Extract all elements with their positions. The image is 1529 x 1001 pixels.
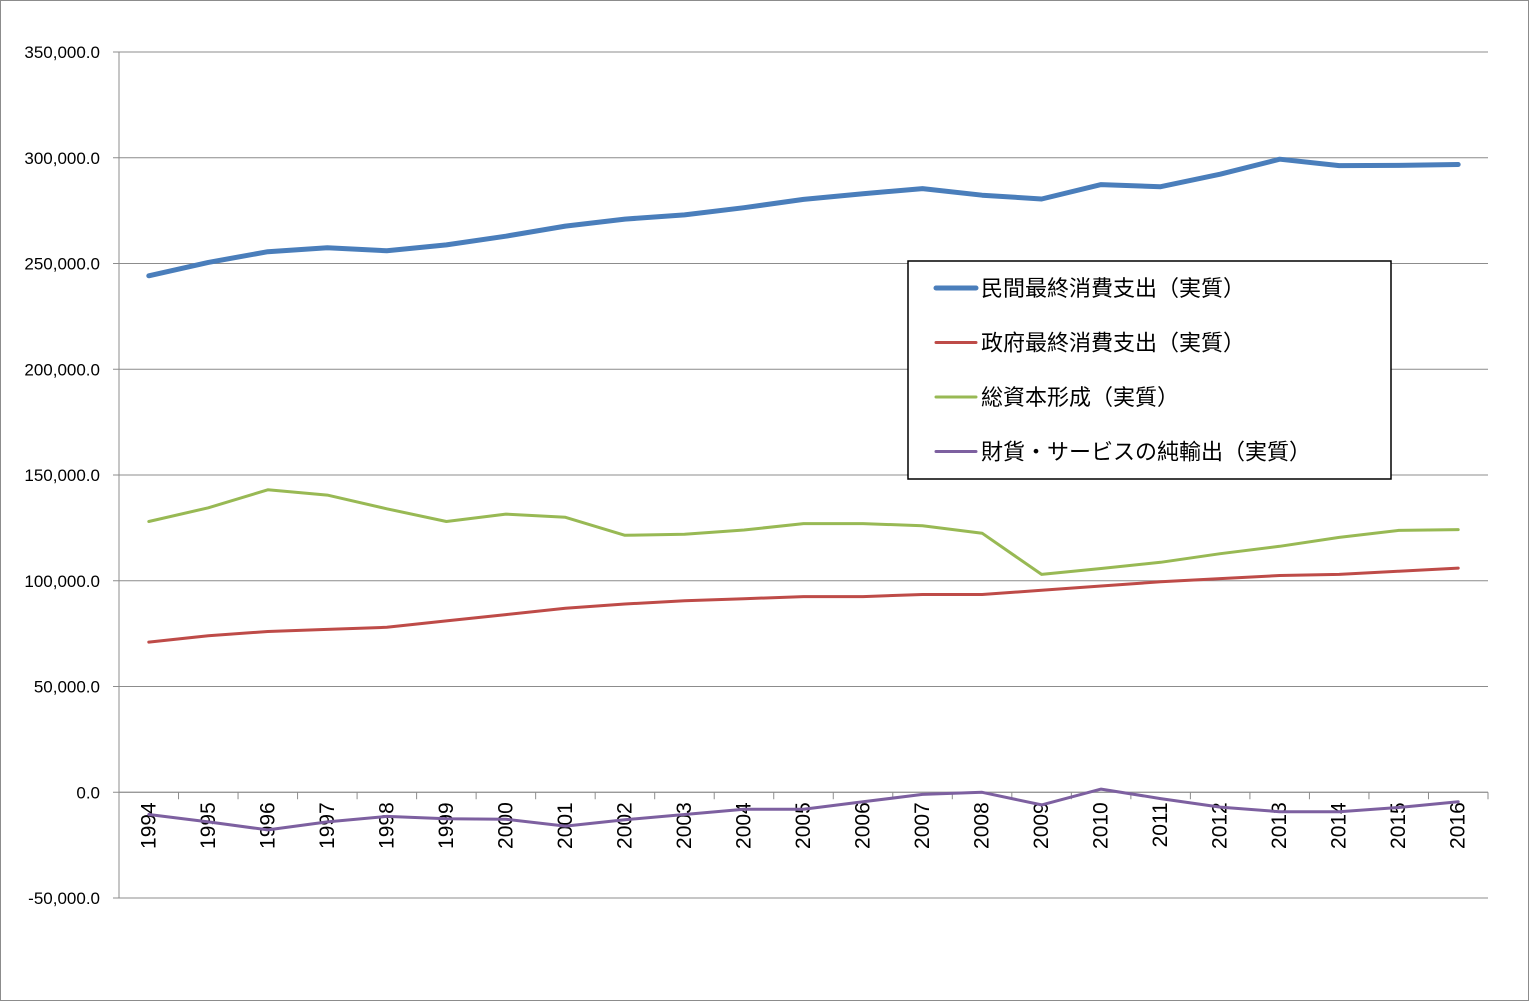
y-tick-label: 200,000.0 <box>24 360 100 379</box>
series-line <box>147 488 1460 576</box>
legend-label: 総資本形成（実質） <box>981 386 1179 411</box>
legend-label: 政府最終消費支出（実質） <box>981 332 1245 357</box>
x-tick-label: 2010 <box>1090 802 1113 849</box>
x-tick-label: 1997 <box>316 802 339 849</box>
y-tick-label: 250,000.0 <box>24 255 100 274</box>
x-tick-label: 1996 <box>256 802 279 849</box>
x-tick-label: 2015 <box>1387 802 1410 849</box>
x-tick-label: 1999 <box>435 802 458 849</box>
y-tick-label: 350,000.0 <box>24 43 100 62</box>
x-tick-label: 2007 <box>911 802 934 849</box>
y-tick-label: 150,000.0 <box>24 466 100 485</box>
x-tick-label: 2005 <box>792 802 815 849</box>
series-lines <box>146 156 1461 832</box>
series-line <box>147 787 1460 832</box>
series-line <box>147 566 1460 644</box>
series-line <box>146 156 1461 279</box>
x-tick-label: 2012 <box>1209 802 1232 849</box>
legend: 民間最終消費支出（実質） 政府最終消費支出（実質） 総資本形成（実質） 財貨・サービス… <box>907 260 1392 480</box>
y-tick-label: 50,000.0 <box>34 678 100 697</box>
x-tick-label: 2003 <box>673 802 696 849</box>
x-tick-label: 2008 <box>971 802 994 849</box>
legend-label: 財貨・サービスの純輸出（実質） <box>981 441 1311 466</box>
x-tick-label: 2006 <box>852 802 875 849</box>
x-tick-label: 2011 <box>1149 802 1172 847</box>
x-tick-label: 1994 <box>137 802 160 849</box>
x-tick-label: 2004 <box>732 802 755 849</box>
y-tick-label: -50,000.0 <box>28 889 100 908</box>
y-tick-label: 300,000.0 <box>24 149 100 168</box>
x-tick-label: 2000 <box>494 802 517 849</box>
x-tick-label: 2002 <box>613 802 636 849</box>
x-tick-label: 1998 <box>375 802 398 849</box>
x-tick-label: 2013 <box>1268 802 1291 849</box>
y-tick-label: 100,000.0 <box>24 572 100 591</box>
legend-label: 民間最終消費支出（実質） <box>981 277 1245 302</box>
y-tick-label: 0.0 <box>76 783 100 802</box>
x-tick-label: 2014 <box>1328 802 1351 849</box>
x-tick-label: 1995 <box>197 802 220 849</box>
legend-box <box>907 260 1392 480</box>
x-tick-label: 2016 <box>1447 802 1470 849</box>
x-tick-label: 2009 <box>1030 802 1053 849</box>
